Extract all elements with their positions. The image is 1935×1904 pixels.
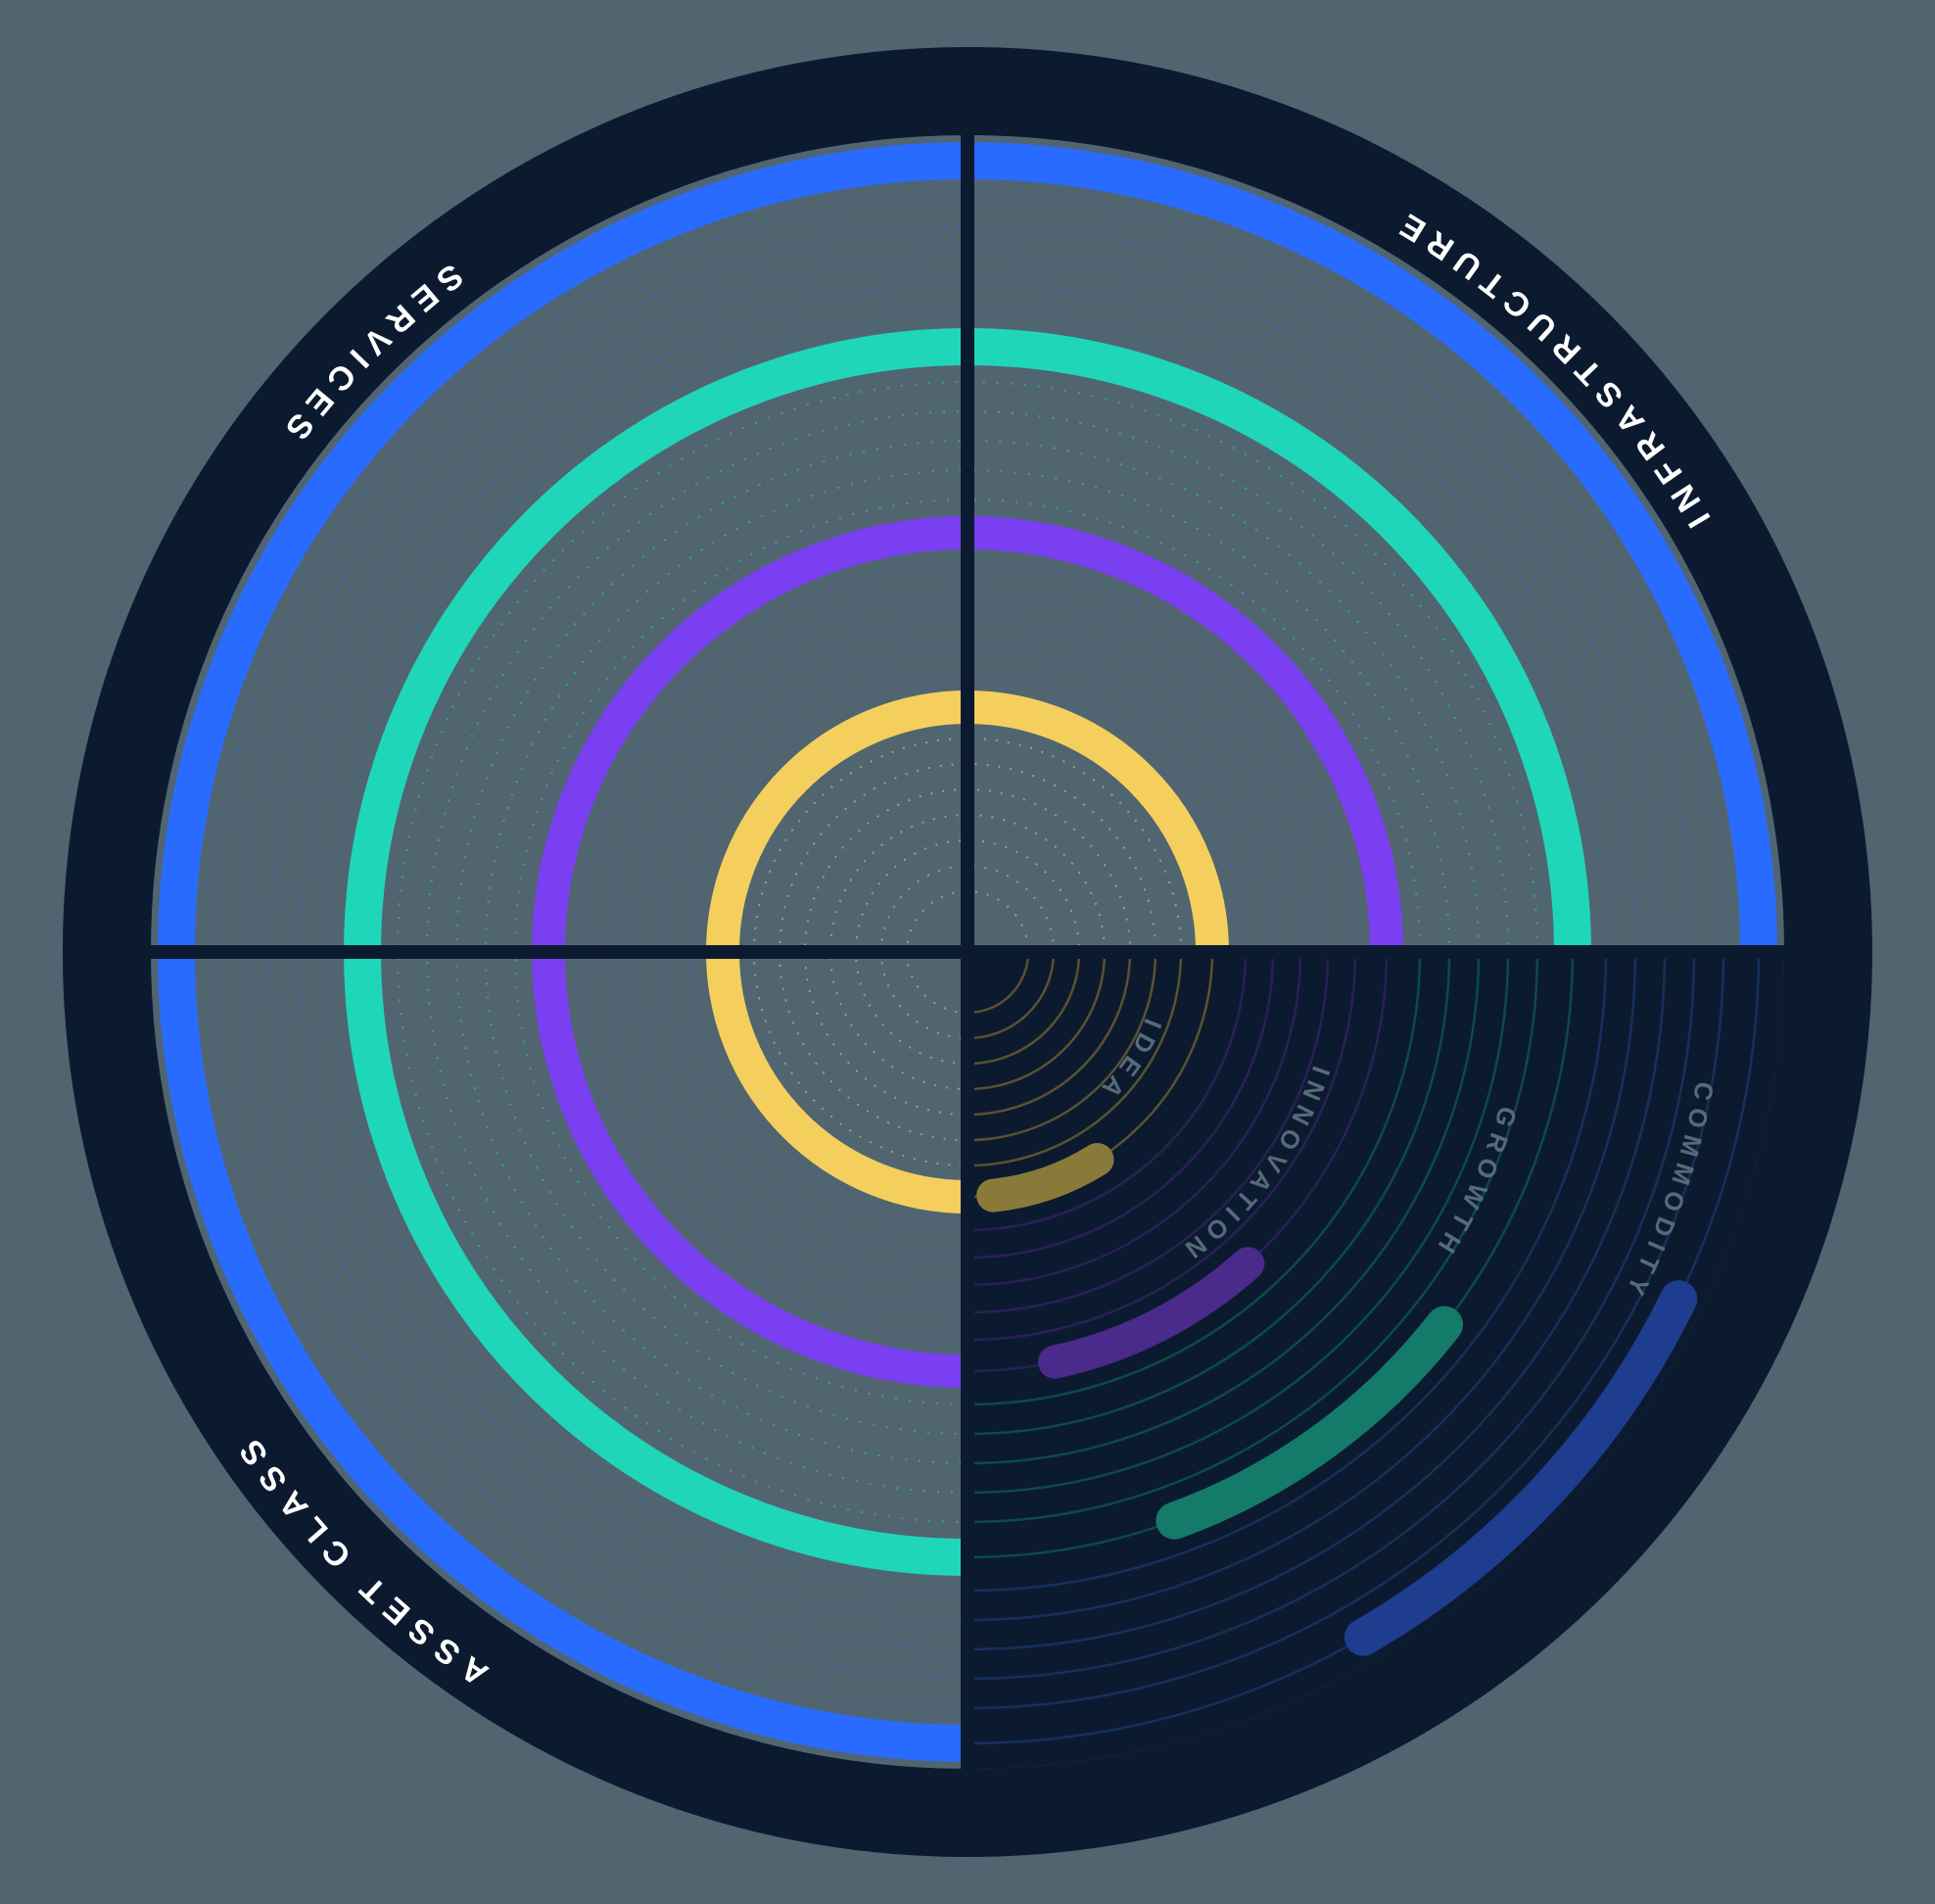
radial-diagram: COMMODITYGROWTHINNOVATIONIDEASERVICESINF… (0, 0, 1935, 1904)
